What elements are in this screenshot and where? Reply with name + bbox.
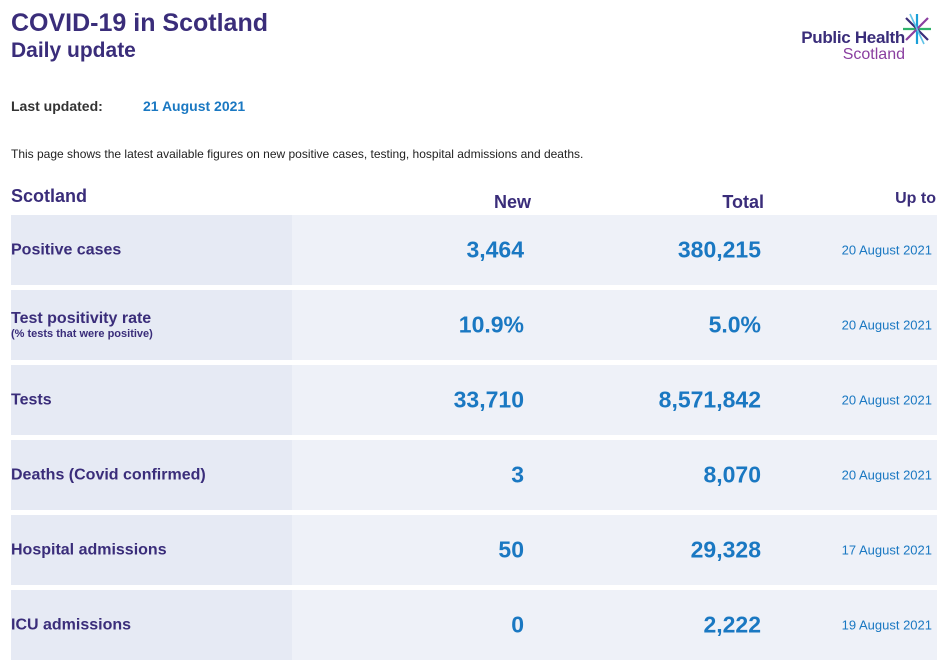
row-new-value: 33,710 (453, 386, 524, 413)
table-row: Deaths (Covid confirmed) 3 8,070 20 Augu… (11, 440, 937, 510)
row-sublabel: (% tests that were positive) (11, 328, 153, 340)
page-title: COVID-19 in Scotland (11, 9, 268, 37)
row-label: Positive cases (11, 241, 122, 259)
row-up-to-date: 20 August 2021 (841, 317, 932, 333)
row-label-cell: Positive cases (11, 215, 292, 285)
row-label: Deaths (Covid confirmed) (11, 466, 206, 484)
row-label-cell: Tests (11, 365, 292, 435)
intro-text: This page shows the latest available fig… (11, 147, 584, 161)
table-row: Test positivity rate (% tests that were p… (11, 290, 937, 360)
table-row: ICU admissions 0 2,222 19 August 2021 (11, 590, 937, 660)
column-header-region: Scotland (11, 186, 88, 206)
row-total-value: 8,571,842 (658, 386, 761, 413)
row-up-to-date: 19 August 2021 (841, 617, 932, 633)
row-new-value: 50 (498, 536, 524, 563)
table-row: Hospital admissions 50 29,328 17 August … (11, 515, 937, 585)
row-label: Tests (11, 391, 52, 409)
row-label: Test positivity rate (% tests that were p… (11, 310, 153, 340)
row-new-value: 10.9% (458, 311, 524, 338)
column-header-up-to: Up to (895, 190, 936, 207)
row-label-cell: Deaths (Covid confirmed) (11, 440, 292, 510)
row-total-value: 8,070 (703, 461, 761, 488)
row-total-value: 380,215 (677, 236, 761, 263)
public-health-scotland-logo[interactable]: Public Health Scotland (800, 12, 940, 64)
row-up-to-date: 20 August 2021 (841, 242, 932, 258)
row-label: ICU admissions (11, 616, 132, 634)
column-header-total: Total (722, 192, 764, 212)
table-row: Tests 33,710 8,571,842 20 August 2021 (11, 365, 937, 435)
row-total-value: 2,222 (703, 611, 761, 638)
row-total-value: 5.0% (708, 311, 761, 338)
last-updated-label: Last updated: (11, 98, 103, 114)
phs-star-logo-icon (903, 13, 931, 45)
page-subtitle: Daily update (11, 39, 136, 62)
row-up-to-date: 20 August 2021 (841, 392, 932, 408)
row-label-cell: Test positivity rate (% tests that were p… (11, 290, 292, 360)
logo-text-line2: Scotland (842, 46, 905, 63)
row-total-value: 29,328 (690, 536, 761, 563)
row-new-value: 0 (511, 611, 524, 638)
column-header-new: New (493, 192, 531, 212)
row-up-to-date: 17 August 2021 (841, 542, 932, 558)
last-updated-value: 21 August 2021 (143, 98, 246, 114)
row-label-cell: Hospital admissions (11, 515, 292, 585)
row-label-cell: ICU admissions (11, 590, 292, 660)
table-row: Positive cases 3,464 380,215 20 August 2… (11, 215, 937, 285)
row-new-value: 3,464 (466, 236, 524, 263)
logo-text-line1: Public Health (801, 28, 905, 47)
row-new-value: 3 (511, 461, 524, 488)
row-up-to-date: 20 August 2021 (841, 467, 932, 483)
row-label: Hospital admissions (11, 541, 167, 559)
